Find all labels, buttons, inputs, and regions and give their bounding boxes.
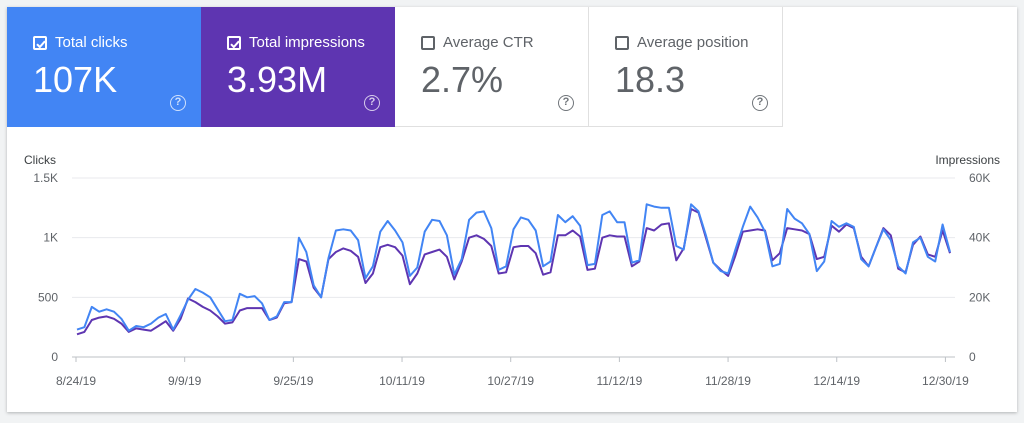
metric-label: Total impressions (249, 34, 365, 51)
impressions-series-line (76, 208, 951, 336)
metric-label: Total clicks (55, 34, 128, 51)
x-axis-tick-label: 12/14/19 (813, 374, 860, 388)
right-axis-title: Impressions (935, 153, 1000, 167)
left-axis-tick-label: 1K (43, 231, 58, 245)
total-clicks-tile[interactable]: Total clicks 107K ? (7, 7, 201, 127)
left-axis-tick-label: 500 (38, 290, 58, 304)
help-icon[interactable]: ? (558, 95, 574, 111)
metric-tiles: Total clicks 107K ? Total impressions 3.… (7, 7, 1017, 127)
total-impressions-tile[interactable]: Total impressions 3.93M ? (201, 7, 395, 127)
left-axis-tick-label: 1.5K (33, 171, 58, 185)
average-position-tile[interactable]: Average position 18.3 ? (589, 7, 783, 127)
checkbox-unchecked-icon[interactable] (421, 36, 435, 50)
metric-value: 3.93M (227, 59, 328, 100)
x-axis-tick-label: 9/9/19 (168, 374, 202, 388)
average-ctr-tile[interactable]: Average CTR 2.7% ? (395, 7, 589, 127)
x-axis-tick-label: 9/25/19 (273, 374, 313, 388)
help-icon[interactable]: ? (170, 95, 186, 111)
x-axis-tick-label: 11/28/19 (705, 374, 751, 388)
clicks-series-line (76, 203, 951, 332)
checkbox-checked-icon[interactable] (33, 36, 47, 50)
help-icon[interactable]: ? (752, 95, 768, 111)
checkbox-unchecked-icon[interactable] (615, 36, 629, 50)
x-axis-tick-label: 8/24/19 (56, 374, 96, 388)
right-axis-tick-label: 20K (969, 290, 990, 304)
metric-value: 2.7% (421, 59, 504, 100)
performance-chart[interactable]: 1.5K 60K 1K 40K 500 20K 0 0 8/24/19 9/9/19 9/25/19… (7, 7, 1017, 412)
right-axis-tick-label: 40K (969, 231, 990, 245)
checkbox-checked-icon[interactable] (227, 36, 241, 50)
metric-label: Average position (637, 34, 749, 51)
x-axis-tick-label: 12/30/19 (922, 374, 969, 388)
x-axis-tick-label: 10/27/19 (487, 374, 534, 388)
metric-label: Average CTR (443, 34, 534, 51)
left-axis-tick-label: 0 (51, 350, 58, 364)
x-axis-tick-label: 10/11/19 (379, 374, 425, 388)
metric-value: 18.3 (615, 59, 686, 100)
right-axis-tick-label: 60K (969, 171, 990, 185)
right-axis-tick-label: 0 (969, 350, 976, 364)
left-axis-title: Clicks (24, 153, 56, 167)
x-axis-tick-label: 11/12/19 (596, 374, 642, 388)
metric-value: 107K (33, 59, 118, 100)
performance-card: Total clicks 107K ? Total impressions 3.… (7, 7, 1017, 412)
help-icon[interactable]: ? (364, 95, 380, 111)
